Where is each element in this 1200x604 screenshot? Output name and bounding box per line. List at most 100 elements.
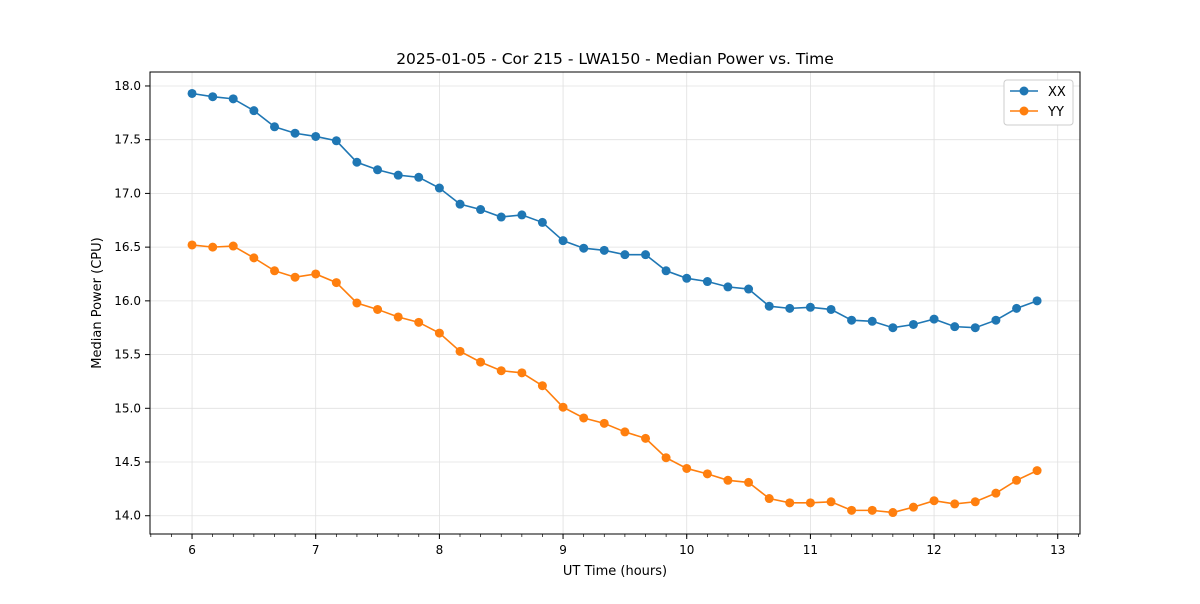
data-point-xx	[434, 183, 444, 193]
data-point-xx	[805, 302, 815, 312]
data-point-xx	[455, 199, 465, 209]
data-point-yy	[517, 368, 527, 378]
data-point-xx	[270, 122, 280, 132]
data-point-yy	[373, 304, 383, 314]
data-point-xx	[373, 165, 383, 175]
data-point-yy	[888, 508, 898, 518]
data-point-yy	[228, 241, 238, 251]
data-point-yy	[311, 269, 321, 279]
data-point-xx	[1032, 296, 1042, 306]
x-tick-label: 8	[436, 543, 444, 557]
y-tick-label: 18.0	[114, 79, 141, 93]
data-point-yy	[455, 346, 465, 356]
data-point-xx	[620, 250, 630, 260]
data-point-xx	[517, 210, 527, 220]
data-point-xx	[764, 301, 774, 311]
legend-yy-marker	[1019, 106, 1029, 116]
data-point-yy	[826, 497, 836, 507]
data-point-yy	[847, 505, 857, 515]
data-point-yy	[744, 477, 754, 487]
data-point-yy	[331, 278, 341, 288]
data-point-xx	[537, 217, 547, 227]
x-tick-label: 9	[559, 543, 567, 557]
series-lines	[187, 88, 1042, 518]
data-point-xx	[393, 170, 403, 180]
data-point-yy	[641, 433, 651, 443]
data-point-yy	[661, 453, 671, 463]
chart-title: 2025-01-05 - Cor 215 - LWA150 - Median P…	[396, 50, 834, 68]
data-point-yy	[950, 499, 960, 509]
data-point-xx	[208, 92, 218, 102]
data-point-xx	[579, 243, 589, 253]
data-point-yy	[785, 498, 795, 508]
data-point-yy	[764, 494, 774, 504]
data-point-xx	[558, 236, 568, 246]
data-point-xx	[908, 319, 918, 329]
data-point-yy	[496, 366, 506, 376]
data-point-yy	[599, 418, 609, 428]
data-point-xx	[311, 131, 321, 141]
data-point-xx	[970, 323, 980, 333]
data-point-yy	[970, 497, 980, 507]
data-point-yy	[579, 413, 589, 423]
series-line-yy	[191, 244, 1038, 514]
data-point-yy	[393, 312, 403, 322]
data-point-yy	[805, 498, 815, 508]
data-point-yy	[1032, 466, 1042, 476]
legend-xx-label: XX	[1048, 85, 1066, 100]
data-point-yy	[476, 357, 486, 367]
data-point-yy	[908, 502, 918, 512]
x-tick-label: 11	[803, 543, 818, 557]
x-tick-label: 13	[1050, 543, 1065, 557]
data-point-xx	[785, 303, 795, 313]
data-point-xx	[682, 273, 692, 283]
data-point-yy	[208, 242, 218, 252]
y-tick-label: 16.0	[114, 294, 141, 308]
series-line-xx	[191, 92, 1038, 329]
x-tick-label: 6	[188, 543, 196, 557]
data-point-yy	[290, 272, 300, 282]
legend: XX YY	[1003, 79, 1074, 126]
data-point-xx	[867, 316, 877, 326]
data-point-xx	[744, 284, 754, 294]
x-tick-label: 10	[679, 543, 694, 557]
axes: 6 7 8 9 10 11 12 13 14.0 14.5 15.0 15.5 16.0 16.5 17.0…	[114, 71, 1081, 557]
data-point-yy	[414, 317, 424, 327]
data-point-xx	[888, 323, 898, 333]
data-point-xx	[847, 315, 857, 325]
data-point-yy	[187, 240, 197, 250]
data-point-xx	[496, 212, 506, 222]
data-point-yy	[1012, 475, 1022, 485]
data-point-xx	[1012, 303, 1022, 313]
legend-xx-marker	[1019, 86, 1029, 96]
data-point-xx	[991, 315, 1001, 325]
y-tick-label: 17.0	[114, 186, 141, 200]
data-point-yy	[434, 328, 444, 338]
y-tick-label: 15.0	[114, 401, 141, 415]
data-point-xx	[187, 88, 197, 98]
data-point-xx	[249, 106, 259, 116]
y-tick-label: 15.5	[114, 348, 141, 362]
data-point-yy	[991, 488, 1001, 498]
x-axis-label: UT Time (hours)	[563, 564, 667, 579]
data-point-xx	[352, 157, 362, 167]
data-point-xx	[476, 205, 486, 215]
data-point-xx	[290, 128, 300, 138]
x-tick-label: 7	[312, 543, 320, 557]
data-point-yy	[537, 381, 547, 391]
data-point-yy	[929, 496, 939, 506]
data-point-xx	[929, 314, 939, 324]
y-tick-label: 16.5	[114, 240, 141, 254]
data-point-yy	[723, 475, 733, 485]
data-point-yy	[682, 463, 692, 473]
x-tick-label: 12	[926, 543, 941, 557]
data-point-xx	[228, 94, 238, 104]
y-tick-label: 14.0	[114, 509, 141, 523]
data-point-yy	[867, 505, 877, 515]
data-point-yy	[249, 253, 259, 263]
data-point-xx	[661, 266, 671, 276]
data-point-xx	[331, 136, 341, 146]
data-point-xx	[414, 172, 424, 182]
data-point-xx	[599, 245, 609, 255]
